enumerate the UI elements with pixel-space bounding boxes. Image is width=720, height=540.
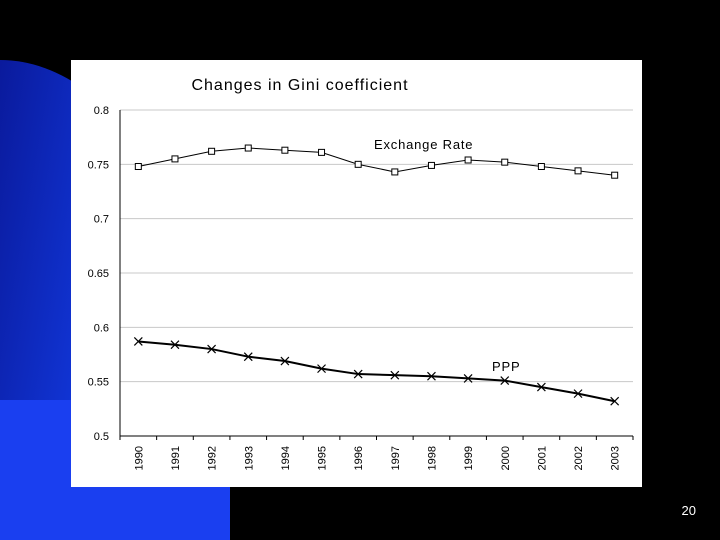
slide-page-number: 20 <box>681 503 696 518</box>
chart-panel: Changes in Gini coefficient 0.8 0.75 0.7 0.… <box>71 60 642 487</box>
x-tick-label: 1991 <box>170 446 182 470</box>
y-tick-label: 0.65 <box>88 268 109 280</box>
x-tick-label: 2002 <box>573 446 585 470</box>
x-tick-label: 1994 <box>280 446 292 470</box>
series-layer <box>133 144 620 406</box>
data-point-exchange-rate <box>574 167 582 175</box>
data-point-ppp <box>317 364 326 374</box>
series-label-exchange-rate: Exchange Rate <box>374 137 473 152</box>
data-point-exchange-rate <box>427 161 435 169</box>
x-axis-ticks: 1990 1991 1992 1993 1994 1995 1996 1997 1998 1999… <box>119 436 634 470</box>
data-point-exchange-rate <box>281 146 289 154</box>
x-tick-label: 1996 <box>353 446 365 470</box>
series-line-exchange-rate <box>138 147 615 176</box>
x-tick-label: 1993 <box>243 446 255 470</box>
data-point-exchange-rate <box>244 144 252 152</box>
y-tick-label: 0.5 <box>94 431 109 443</box>
data-point-exchange-rate <box>464 156 472 164</box>
data-point-ppp <box>207 344 217 354</box>
data-point-ppp <box>353 369 363 379</box>
data-point-ppp <box>500 376 510 386</box>
data-point-exchange-rate <box>208 147 216 155</box>
y-tick-label: 0.75 <box>88 159 109 171</box>
data-point-exchange-rate <box>391 168 399 176</box>
series-line-ppp <box>138 340 615 403</box>
x-tick-label: 1998 <box>426 446 438 470</box>
y-tick-label: 0.55 <box>88 377 109 389</box>
data-point-exchange-rate <box>134 163 142 171</box>
data-point-ppp <box>536 382 546 392</box>
y-tick-label: 0.7 <box>94 214 109 226</box>
gini-line-chart: Changes in Gini coefficient 0.80.750.70.… <box>88 77 634 470</box>
chart-title: Changes in Gini coefficient <box>191 77 408 94</box>
x-tick-label: 2001 <box>536 446 548 470</box>
data-point-ppp <box>170 340 180 350</box>
data-point-exchange-rate <box>318 148 326 156</box>
data-point-ppp <box>463 373 473 383</box>
gridlines <box>119 109 633 437</box>
x-tick-label: 1990 <box>133 446 145 470</box>
y-tick-label: 0.8 <box>94 105 109 117</box>
y-axis-ticks: 0.8 0.75 0.7 0.65 0.6 0.55 0.5 <box>88 105 109 443</box>
data-point-ppp <box>280 356 290 366</box>
x-tick-label: 1999 <box>463 446 475 470</box>
data-point-exchange-rate <box>354 160 362 168</box>
x-tick-label: 1997 <box>390 446 402 470</box>
y-tick-label: 0.6 <box>94 322 109 334</box>
data-point-exchange-rate <box>171 155 179 163</box>
x-tick-label: 2003 <box>610 446 622 470</box>
data-point-ppp <box>573 389 583 399</box>
x-tick-label: 1992 <box>207 446 219 470</box>
data-point-exchange-rate <box>501 158 509 166</box>
data-point-ppp <box>390 370 400 380</box>
data-point-exchange-rate <box>611 171 619 179</box>
series-label-ppp: PPP <box>492 359 520 374</box>
data-point-ppp <box>243 352 253 362</box>
x-tick-label: 2000 <box>500 446 512 470</box>
x-tick-label: 1995 <box>317 446 329 470</box>
data-point-ppp <box>610 396 620 406</box>
data-point-ppp <box>427 371 436 381</box>
data-point-exchange-rate <box>537 163 545 171</box>
data-point-ppp <box>133 337 143 346</box>
